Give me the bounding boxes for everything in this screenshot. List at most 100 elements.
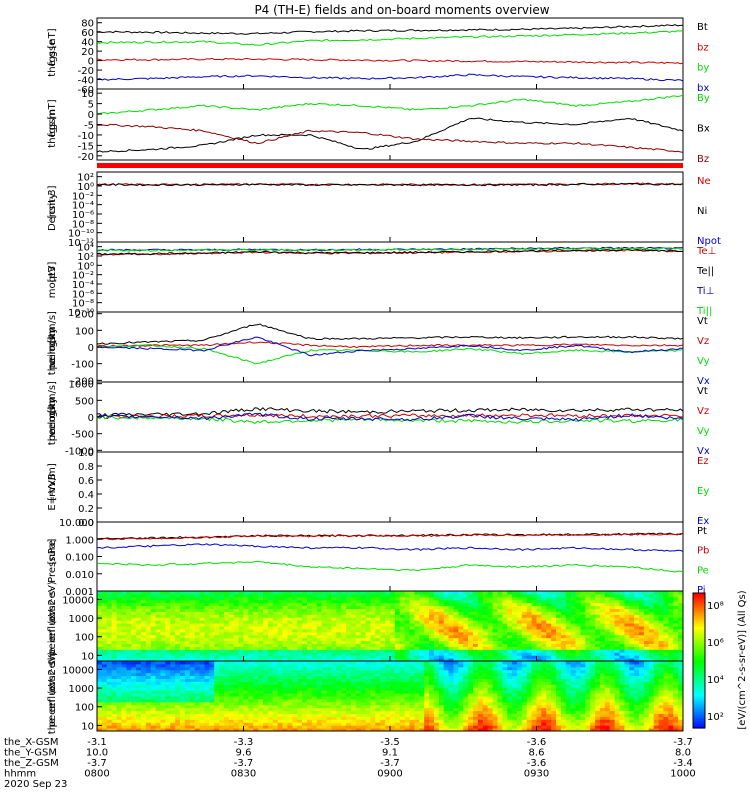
spectrogram-cell — [223, 675, 230, 679]
spectrogram-cell — [385, 608, 391, 612]
spectrogram-cell — [292, 637, 298, 642]
spectrogram-cell — [443, 658, 450, 662]
spectrogram-cell — [453, 591, 459, 595]
spectrogram-cell — [199, 713, 205, 717]
spectrogram-cell — [165, 646, 171, 650]
spectrogram-cell — [121, 710, 127, 714]
spectrogram-cell — [233, 663, 240, 668]
spectrogram-cell — [228, 640, 235, 644]
spectrogram-cell — [165, 722, 171, 726]
spectrogram-cell — [223, 605, 230, 609]
spectrogram-cell — [233, 701, 240, 706]
spectrogram-cell — [355, 614, 362, 618]
spectrogram-cell — [282, 663, 288, 668]
spectrogram-cell — [541, 646, 547, 650]
spectrogram-cell — [385, 620, 391, 624]
spectrogram-cell — [331, 678, 337, 682]
spectrogram-cell — [326, 617, 332, 621]
spectrogram-cell — [223, 655, 230, 659]
spectrogram-cell — [463, 605, 469, 609]
spectrogram-cell — [433, 722, 440, 726]
spectrogram-cell — [209, 658, 215, 662]
spectrogram-cell — [214, 623, 220, 627]
spectrogram-cell — [590, 658, 596, 662]
spectrogram-cell — [409, 626, 415, 630]
spectrogram-cell — [277, 701, 284, 706]
y-axis-label-line: fgs — [47, 51, 58, 66]
spectrogram-cell — [199, 669, 205, 674]
spectrogram-cell — [580, 593, 586, 598]
spectrogram-cell — [336, 663, 342, 668]
spectrogram-cell — [414, 704, 420, 709]
spectrogram-cell — [160, 599, 166, 604]
spectrogram-cell — [126, 637, 132, 642]
spectrogram-cell — [214, 655, 220, 659]
spectrogram-cell — [502, 605, 508, 609]
spectrogram-cell — [360, 658, 367, 662]
spectrogram-cell — [316, 623, 323, 627]
spectrogram-cell — [668, 591, 674, 595]
spectrogram-cell — [653, 634, 660, 639]
spectrogram-cell — [429, 637, 435, 642]
spectrogram-cell — [521, 617, 528, 621]
spectrogram-cell — [223, 663, 230, 668]
spectrogram-cell — [204, 693, 210, 697]
spectrogram-cell — [438, 710, 445, 714]
spectrogram-cell — [658, 626, 664, 630]
spectrogram-cell — [639, 652, 645, 656]
spectrogram-cell — [409, 628, 415, 633]
spectrogram-cell — [429, 614, 435, 618]
spectrogram-cell — [370, 634, 376, 639]
spectrogram-cell — [482, 620, 489, 624]
spectrogram-cell — [101, 666, 108, 671]
spectrogram-cell — [175, 620, 181, 624]
spectrogram-cell — [350, 649, 357, 653]
spectrogram-cell — [219, 602, 225, 607]
spectrogram-cell — [204, 672, 210, 677]
spectrogram-cell — [287, 696, 293, 700]
spectrogram-cell — [199, 620, 205, 624]
spectrogram-cell — [282, 617, 288, 621]
spectrogram-cell — [648, 608, 655, 612]
spectrogram-cell — [106, 722, 113, 726]
spectrogram-cell — [370, 710, 376, 714]
spectrogram-cell — [385, 593, 391, 598]
spectrogram-cell — [238, 593, 244, 598]
spectrogram-cell — [668, 626, 674, 630]
spectrogram-cell — [404, 628, 411, 633]
spectrogram-cell — [277, 693, 284, 697]
spectrogram-cell — [390, 693, 396, 697]
spectrogram-cell — [433, 626, 440, 630]
spectrogram-cell — [233, 713, 240, 717]
spectrogram-cell — [473, 620, 479, 624]
spectrogram-cell — [399, 672, 406, 677]
spectrogram-cell — [101, 652, 108, 656]
spectrogram-cell — [155, 593, 161, 598]
spectrogram-cell — [463, 722, 469, 726]
spectrogram-cell — [263, 640, 269, 644]
spectrogram-cell — [238, 719, 244, 723]
spectrogram-cell — [355, 669, 362, 674]
spectrogram-cell — [336, 646, 342, 650]
spectrogram-cell — [180, 672, 186, 677]
spectrogram-cell — [155, 707, 161, 712]
spectrogram-cell — [536, 593, 542, 598]
spectrogram-cell — [365, 643, 371, 647]
spectrogram-cell — [370, 649, 376, 653]
spectrogram-cell — [678, 617, 684, 621]
spectrogram-cell — [643, 605, 650, 609]
spectrogram-cell — [160, 713, 166, 717]
spectrogram-cell — [160, 614, 166, 618]
spectrogram-cell — [424, 669, 430, 674]
y-tick-label: -40 — [78, 76, 94, 87]
spectrogram-cell — [233, 626, 240, 630]
spectrogram-cell — [248, 681, 254, 685]
spectrogram-cell — [497, 608, 503, 612]
spectrogram-cell — [619, 649, 625, 653]
spectrogram-cell — [424, 687, 430, 691]
spectrogram-cell — [590, 596, 596, 601]
spectrogram-cell — [390, 713, 396, 717]
spectrogram-cell — [316, 722, 323, 726]
spectrogram-cell — [106, 640, 113, 644]
spectrogram-cell — [199, 698, 205, 703]
